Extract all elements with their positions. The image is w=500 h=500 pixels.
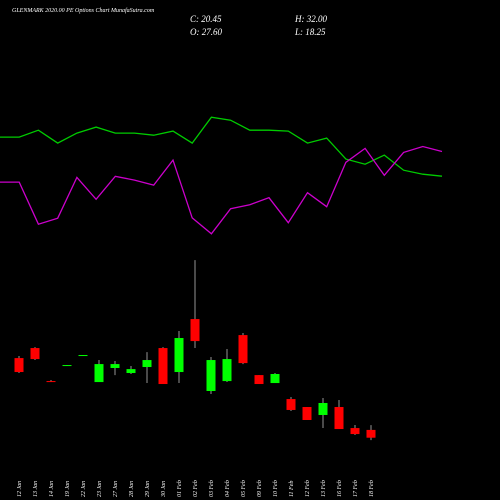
x-tick-label: 14 Jan	[48, 481, 55, 497]
candle-body	[222, 359, 232, 382]
candle-body	[30, 348, 40, 360]
stat-high: H: 32.00	[294, 14, 327, 24]
x-tick-label: 16 Feb	[337, 480, 343, 497]
stat-low: L: 18.25	[294, 27, 326, 37]
candle-body	[126, 369, 136, 374]
x-tick-label: 19 Jan	[65, 481, 71, 497]
x-tick-label: 10 Feb	[273, 480, 279, 497]
indicator-line	[0, 145, 443, 235]
x-tick-label: 02 Feb	[193, 480, 199, 497]
candle-body	[174, 338, 184, 373]
candle-body	[270, 373, 280, 384]
x-tick-label: 01 Feb	[177, 480, 183, 497]
stat-close: C: 20.45	[190, 14, 222, 24]
candle-body	[142, 360, 152, 368]
candle-body	[14, 358, 24, 373]
x-tick-label: 23 Jan	[97, 481, 103, 497]
candle-body	[318, 402, 328, 415]
candle-body	[62, 365, 72, 367]
x-tick-label: 12 Feb	[305, 480, 311, 497]
candle-body	[366, 429, 376, 438]
candle-body	[206, 360, 216, 391]
candle-body	[94, 364, 104, 383]
candle-body	[286, 399, 296, 410]
candle-body	[78, 355, 88, 357]
candle-body	[110, 364, 120, 368]
chart-title: GLENMARK 2020.00 PE Options Chart Munafa…	[12, 7, 155, 14]
x-tick-label: 03 Feb	[209, 480, 215, 497]
x-tick-label: 29 Jan	[145, 481, 151, 497]
x-tick-label: 28 Jan	[129, 481, 135, 497]
x-tick-label: 12 Jan	[17, 481, 23, 497]
x-tick-label: 11 Feb	[289, 481, 295, 497]
candle-body	[254, 375, 264, 385]
x-tick-label: 04 Feb	[224, 480, 231, 497]
candle-body	[158, 348, 168, 385]
x-tick-label: 09 Feb	[257, 480, 263, 497]
x-tick-label: 30 Jan	[161, 481, 167, 498]
candle-body	[334, 407, 344, 430]
candle-body	[46, 381, 56, 383]
x-tick-label: 22 Jan	[81, 481, 87, 497]
indicator-line	[0, 116, 443, 177]
x-tick-label: 27 Jan	[113, 481, 119, 497]
candle-body	[302, 407, 312, 420]
candle-body	[350, 428, 360, 435]
x-tick-label: 13 Feb	[321, 480, 327, 497]
stat-open: O: 27.60	[190, 27, 222, 37]
x-tick-label: 17 Feb	[353, 480, 359, 497]
x-tick-label: 13 Jan	[33, 481, 39, 497]
candle-body	[238, 335, 248, 364]
candle-body	[190, 319, 200, 342]
x-tick-label: 05 Feb	[241, 480, 247, 497]
x-tick-label: 18 Feb	[369, 480, 375, 497]
